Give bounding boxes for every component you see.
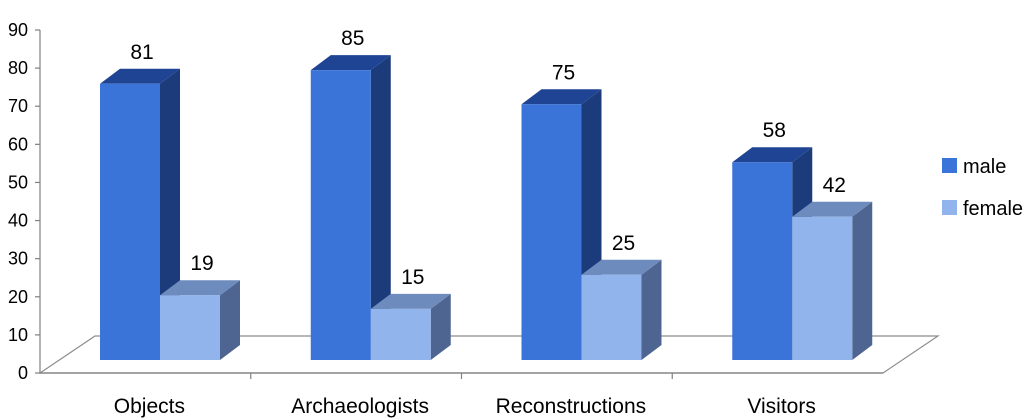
data-label-male-visitors: 58 xyxy=(763,119,786,142)
bar-top-face xyxy=(160,280,240,296)
category-labels: Objects Archaeologists Reconstructions Visi… xyxy=(114,395,816,418)
data-label-female-visitors: 42 xyxy=(823,174,846,197)
bar-female-reconstructions xyxy=(581,259,662,360)
y-tick-label: 10 xyxy=(8,325,28,345)
bar-female-objects xyxy=(160,280,240,360)
bar-front-face xyxy=(521,104,582,360)
y-tick-label: 70 xyxy=(8,96,28,116)
data-label-female-objects: 19 xyxy=(190,252,213,275)
bar-side-face xyxy=(370,55,391,361)
data-label-female-reconstructions: 25 xyxy=(612,232,635,255)
category-label-objects: Objects xyxy=(114,395,185,418)
bar-top-face xyxy=(792,201,873,217)
data-labels: 81 19 85 15 75 25 58 42 xyxy=(130,27,846,289)
bar-front-face xyxy=(581,274,642,360)
bar-male-archaeologists xyxy=(310,55,391,361)
data-label-male-reconstructions: 75 xyxy=(552,61,575,84)
legend-swatch-male xyxy=(942,158,957,173)
bar-top-face xyxy=(581,259,662,275)
y-tick-label: 0 xyxy=(18,363,28,383)
bar-front-face xyxy=(310,70,371,361)
legend-swatch-female xyxy=(942,200,957,215)
bar-side-face xyxy=(641,259,662,360)
legend: male female xyxy=(942,156,1023,220)
y-ticks: 0 10 20 30 40 50 60 70 80 90 xyxy=(8,20,40,383)
y-tick-label: 50 xyxy=(8,172,28,192)
y-tick-label: 80 xyxy=(8,58,28,78)
legend-label-male: male xyxy=(963,156,1006,178)
category-label-reconstructions: Reconstructions xyxy=(496,395,647,418)
y-tick-label: 40 xyxy=(8,211,28,231)
legend-label-female: female xyxy=(963,198,1023,220)
bar-side-face xyxy=(852,201,873,360)
bar-top-face xyxy=(100,68,180,84)
bar-male-reconstructions xyxy=(521,89,602,360)
bar-top-face xyxy=(521,89,602,105)
bar-front-face xyxy=(732,162,793,360)
bars xyxy=(100,55,873,361)
y-tick-label: 20 xyxy=(8,287,28,307)
data-label-female-archaeologists: 15 xyxy=(401,266,424,289)
bar-side-face xyxy=(430,293,451,360)
bar-front-face xyxy=(100,83,160,360)
axes xyxy=(39,30,883,379)
bar-front-face xyxy=(370,308,431,360)
data-label-male-objects: 81 xyxy=(130,41,153,64)
bar-male-objects xyxy=(100,68,180,360)
bar-top-face xyxy=(310,55,391,71)
bar-female-visitors xyxy=(792,201,873,360)
bar-front-face xyxy=(792,216,853,360)
category-label-archaeologists: Archaeologists xyxy=(291,395,429,418)
y-tick-label: 30 xyxy=(8,249,28,269)
category-label-visitors: Visitors xyxy=(747,395,815,418)
data-label-male-archaeologists: 85 xyxy=(341,27,364,50)
bar-female-archaeologists xyxy=(370,293,451,360)
y-tick-label: 90 xyxy=(8,20,28,40)
y-tick-label: 60 xyxy=(8,134,28,154)
bar-side-face xyxy=(220,280,240,360)
bar-front-face xyxy=(160,295,220,360)
bar-top-face xyxy=(732,147,813,163)
bar-top-face xyxy=(370,293,451,309)
